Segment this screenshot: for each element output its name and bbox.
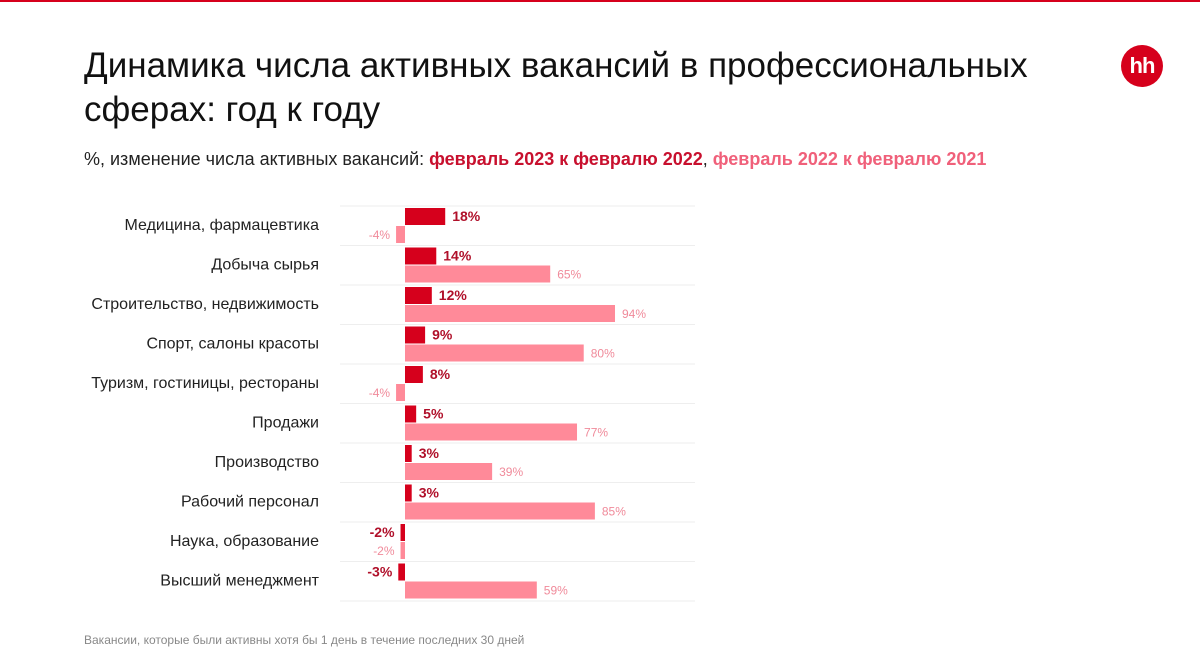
chart-subtitle: %, изменение числа активных вакансий: фе… xyxy=(84,149,986,170)
category-label: Производство xyxy=(215,454,319,471)
data-label-series-2: -4% xyxy=(369,386,391,400)
top-accent-line xyxy=(0,0,1200,2)
logo-text: hh xyxy=(1129,53,1156,78)
category-label: Высший менеджмент xyxy=(160,573,319,590)
bar-series-1 xyxy=(400,524,405,541)
data-label-series-1: 5% xyxy=(423,406,444,422)
data-label-series-2: -4% xyxy=(369,228,391,242)
category-label: Наука, образование xyxy=(170,533,319,550)
legend-series-1: февраль 2023 к февралю 2022 xyxy=(429,149,703,169)
legend-series-2: февраль 2022 к февралю 2021 xyxy=(712,149,987,169)
bar-series-1 xyxy=(405,405,417,423)
bar-series-2 xyxy=(396,226,405,243)
data-label-series-1: 9% xyxy=(432,327,453,343)
category-label: Продажи xyxy=(252,415,319,432)
bar-series-2 xyxy=(405,265,551,283)
category-label: Добыча сырья xyxy=(211,257,319,274)
hh-logo: hh xyxy=(1121,45,1163,87)
bar-series-2 xyxy=(405,502,595,520)
data-label-series-2: 80% xyxy=(591,347,615,361)
data-label-series-1: 3% xyxy=(419,485,440,501)
data-label-series-1: -2% xyxy=(370,524,395,540)
data-label-series-2: 85% xyxy=(602,505,626,519)
data-label-series-2: -2% xyxy=(373,544,395,558)
data-label-series-1: 12% xyxy=(439,287,468,303)
bar-series-1 xyxy=(405,287,432,304)
category-label: Строительство, недвижимость xyxy=(91,296,319,313)
category-label: Рабочий персонал xyxy=(181,494,319,511)
data-label-series-2: 94% xyxy=(622,307,646,321)
data-label-series-2: 39% xyxy=(499,465,523,479)
data-label-series-1: 18% xyxy=(452,208,481,224)
bar-series-1 xyxy=(405,208,446,225)
bar-series-2 xyxy=(400,542,405,559)
bar-series-2 xyxy=(405,463,493,480)
bar-series-1 xyxy=(398,563,405,581)
data-label-series-2: 59% xyxy=(544,584,568,598)
category-label: Туризм, гостиницы, рестораны xyxy=(91,375,319,392)
footnote: Вакансии, которые были активны хотя бы 1… xyxy=(84,633,525,647)
data-label-series-1: -3% xyxy=(367,564,392,580)
subtitle-separator: , xyxy=(702,149,713,169)
bar-series-2 xyxy=(405,305,615,322)
category-label: Спорт, салоны красоты xyxy=(146,336,319,353)
bar-series-1 xyxy=(405,247,437,265)
data-label-series-2: 77% xyxy=(584,426,608,440)
data-label-series-1: 8% xyxy=(430,366,451,382)
bar-series-2 xyxy=(405,344,584,362)
bar-series-1 xyxy=(405,366,423,383)
category-label: Медицина, фармацевтика xyxy=(125,217,320,234)
bar-series-2 xyxy=(396,384,405,401)
bar-series-2 xyxy=(405,423,578,441)
bar-series-2 xyxy=(405,581,537,599)
bar-series-1 xyxy=(405,445,412,462)
bar-series-1 xyxy=(405,326,426,344)
data-label-series-1: 14% xyxy=(443,248,472,264)
data-label-series-2: 65% xyxy=(557,268,581,282)
bar-series-1 xyxy=(405,484,412,502)
data-label-series-1: 3% xyxy=(419,445,440,461)
subtitle-prefix: %, изменение числа активных вакансий: xyxy=(84,149,430,169)
page-title: Динамика числа активных вакансий в профе… xyxy=(84,46,1028,129)
